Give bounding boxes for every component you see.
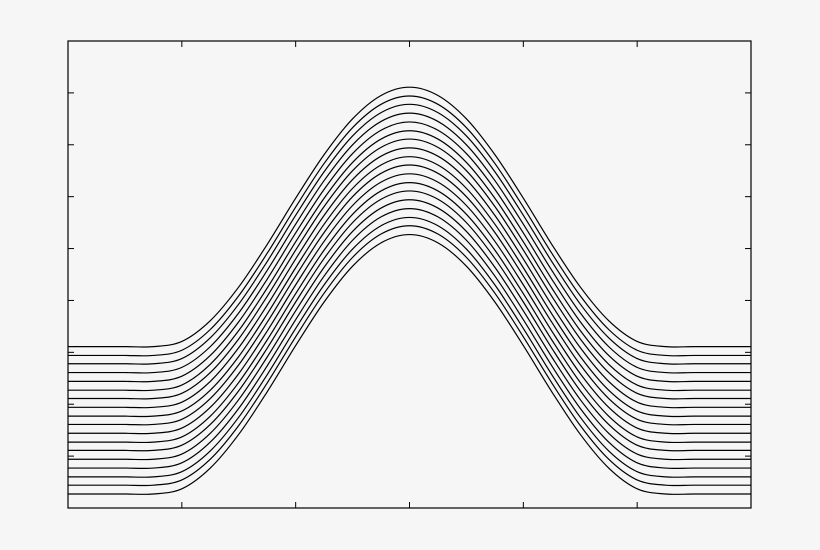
line-series bbox=[68, 173, 751, 435]
line-series bbox=[68, 103, 752, 365]
line-series bbox=[68, 225, 751, 487]
line-series bbox=[68, 112, 751, 374]
line-series bbox=[67, 199, 751, 461]
plot-frame bbox=[67, 40, 752, 509]
line-series bbox=[68, 208, 751, 470]
line-series bbox=[68, 147, 751, 409]
line-series bbox=[68, 233, 751, 495]
line-series bbox=[68, 138, 751, 400]
line-series bbox=[68, 156, 751, 418]
line-series bbox=[67, 164, 751, 426]
line-series bbox=[68, 182, 751, 444]
line-series bbox=[68, 190, 751, 452]
line-series bbox=[68, 216, 751, 478]
line-series bbox=[68, 130, 751, 392]
line-series bbox=[68, 95, 751, 357]
line-series bbox=[67, 86, 751, 348]
line-series bbox=[68, 121, 751, 383]
